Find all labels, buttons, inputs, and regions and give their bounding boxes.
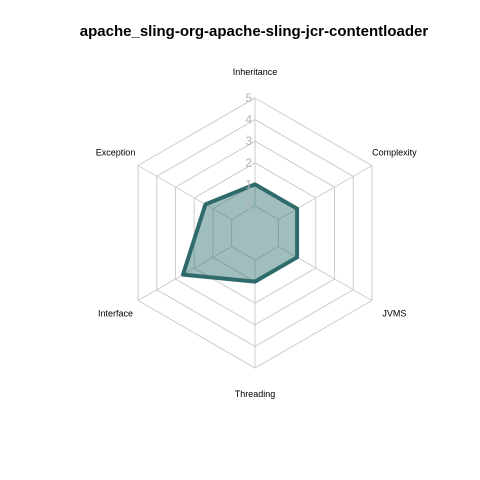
radar-series — [180, 182, 300, 284]
axis-label-threading: Threading — [235, 389, 276, 399]
axis-label-exception: Exception — [96, 148, 136, 158]
tick-label-0: 0 — [245, 199, 252, 213]
radar-axis-labels: Inheritance Complexity JVMS Threading Interf… — [96, 67, 417, 399]
grid-spoke-exception — [137, 165, 232, 220]
tick-label-5: 5 — [245, 91, 252, 105]
chart-title: apache_sling-org-apache-sling-jcr-conten… — [80, 23, 429, 40]
tick-label-3: 3 — [245, 134, 252, 148]
radar-tick-labels: 0 1 2 3 4 5 — [245, 91, 252, 213]
axis-label-interface: Interface — [98, 309, 133, 319]
tick-label-1: 1 — [245, 177, 252, 191]
axis-label-jvms: JVMS — [382, 309, 406, 319]
grid-spoke-jvms — [278, 246, 373, 301]
tick-label-2: 2 — [245, 156, 252, 170]
axis-label-complexity: Complexity — [372, 148, 417, 158]
axis-label-inheritance: Inheritance — [233, 67, 278, 77]
series-polygon-0 — [180, 182, 300, 284]
grid-spoke-complexity — [278, 165, 373, 220]
tick-label-4: 4 — [245, 113, 252, 127]
